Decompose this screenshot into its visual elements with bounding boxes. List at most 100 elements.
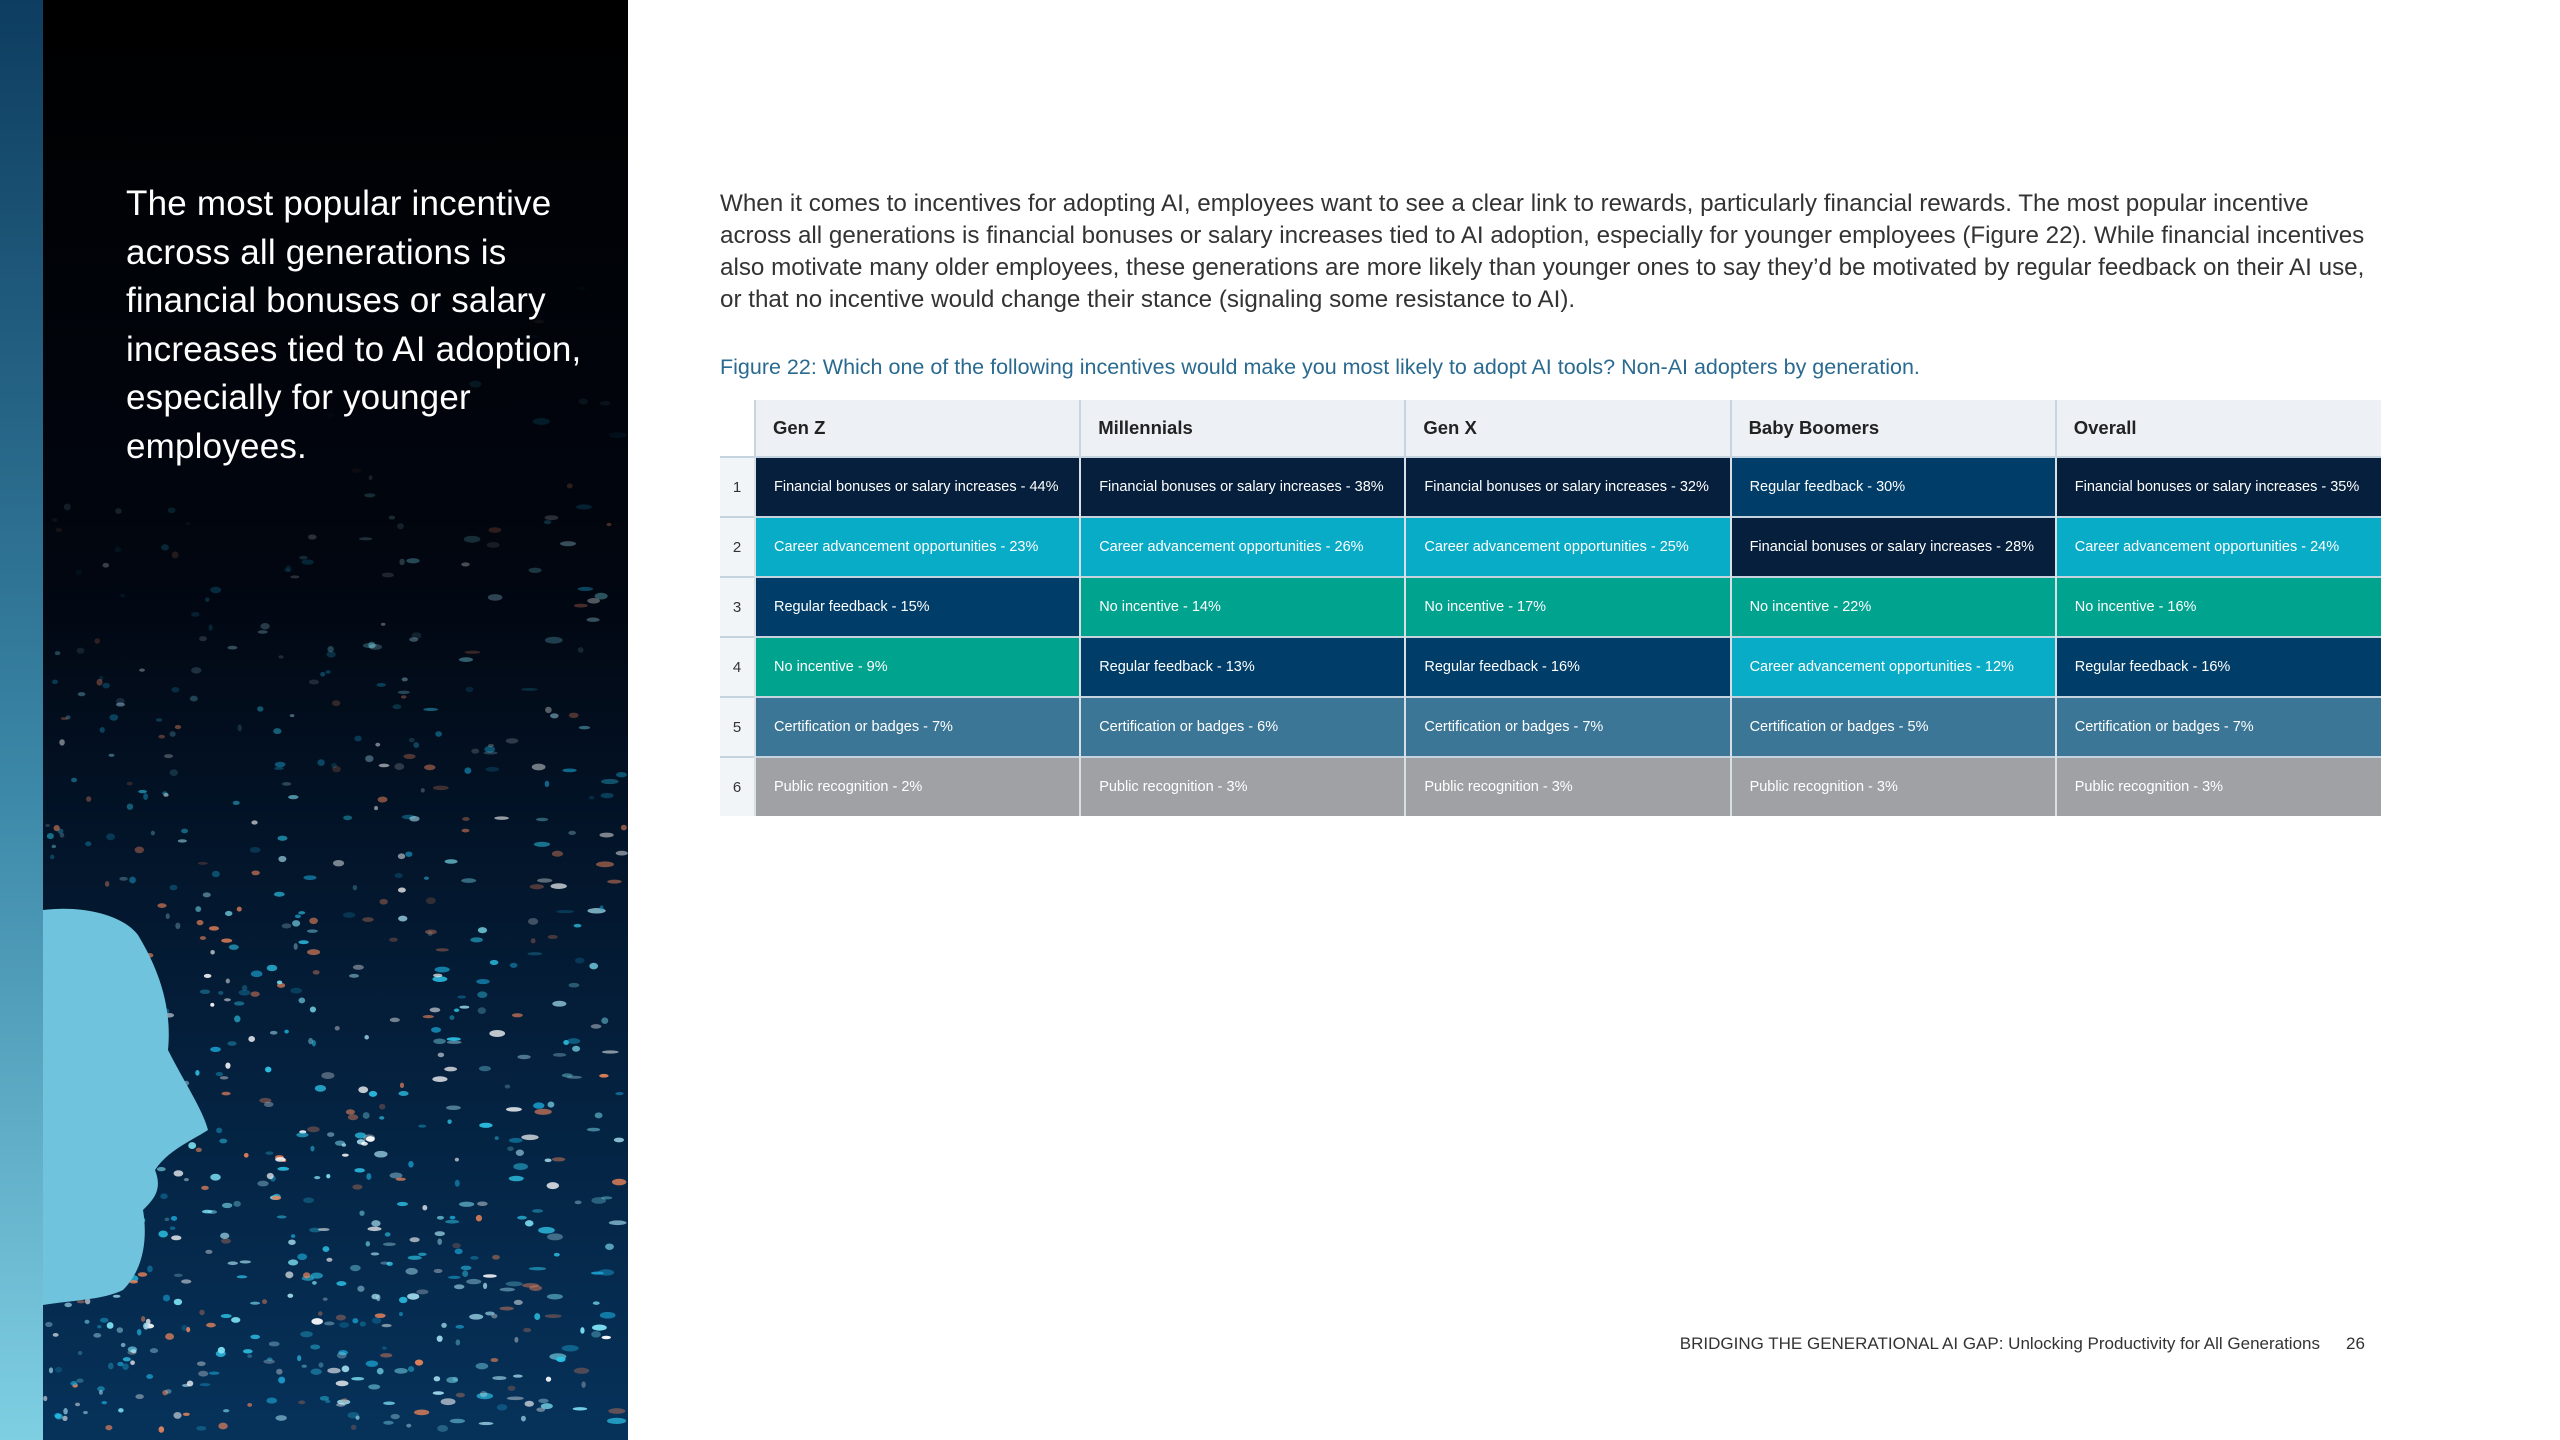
light-dot [225,910,233,917]
light-dot [311,1039,316,1047]
light-dot [173,1170,184,1177]
light-dot [616,771,627,778]
table-row: 2 Career advancement opportunities - 23% C… [720,516,2381,577]
light-dot [601,1335,612,1340]
light-dot [567,1038,581,1044]
light-dot [454,1157,459,1162]
light-dot [489,959,499,966]
light-dot [71,777,78,783]
light-dot [203,973,212,978]
table-row: 4 No incentive - 9% Regular feedback - 13%… [720,636,2381,697]
light-dot [527,952,543,956]
light-dot [284,568,291,572]
column-header: Overall [2054,400,2381,457]
light-dot [165,1389,172,1394]
light-dot [231,1316,241,1323]
light-dot [504,1084,511,1089]
light-dot [580,1327,585,1334]
light-dot [465,686,474,693]
light-dot [199,636,207,642]
rank-cell: 5 [720,696,755,757]
light-dot [453,1008,460,1012]
light-dot [177,839,187,843]
light-dot [336,1402,346,1407]
light-dot [589,962,599,970]
light-dot [327,646,334,653]
light-dot [594,1112,603,1119]
light-dot [462,1270,469,1277]
light-dot [437,1052,445,1058]
light-dot [362,917,374,922]
light-dot [446,1376,459,1384]
rank-cell: 3 [720,576,755,637]
light-dot [129,876,136,884]
light-dot [94,638,101,644]
light-dot [45,823,50,828]
light-dot [195,1069,200,1076]
light-dot [574,1200,582,1205]
pull-quote: The most popular incentive across all ge… [126,184,582,466]
light-dot [120,1342,126,1348]
light-dot [546,1182,560,1190]
table-row: 6 Public recognition - 2% Public recogniti… [720,756,2381,816]
light-dot [492,1254,500,1260]
light-dot [432,1076,448,1083]
light-dot [188,1142,197,1150]
light-dot [597,1269,615,1276]
light-dot [106,1322,114,1329]
light-dot [374,1150,388,1158]
light-dot [65,715,71,720]
light-dot [171,1235,182,1241]
light-dot [492,1376,507,1381]
light-dot [458,1201,475,1207]
light-dot [198,1370,209,1377]
light-dot [437,1238,443,1245]
light-dot [483,751,498,755]
light-dot [341,1143,347,1147]
light-dot [216,1127,223,1134]
light-dot [150,830,156,836]
light-dot [221,1202,233,1209]
light-dot [269,1030,278,1035]
light-dot [162,1294,171,1302]
light-dot [236,906,242,912]
light-dot [477,927,488,934]
light-dot [544,515,559,521]
light-dot [267,1357,273,1362]
light-dot [355,1415,360,1420]
light-dot [505,1281,523,1287]
light-dot [513,1163,528,1171]
light-dot [389,1172,403,1179]
light-dot [334,1025,340,1031]
light-dot [199,1383,211,1387]
light-dot [227,645,238,650]
light-dot [390,1413,400,1420]
light-dot [278,655,284,659]
light-dot [284,1029,289,1034]
light-dot [309,1006,317,1013]
rank-cell: 1 [720,456,755,517]
table-row: 5 Certification or badges - 7% Certificati… [720,696,2381,757]
light-dot [173,1273,183,1278]
light-dot [322,1246,330,1253]
light-dot [453,1284,465,1290]
light-dot [511,1013,523,1018]
light-dot [277,835,288,841]
decorative-strip [0,0,43,1440]
light-dot [547,1101,555,1108]
light-dot [173,1411,182,1419]
light-dot [257,706,264,712]
light-dot [475,1214,483,1222]
light-dot [485,1311,495,1316]
light-dot [335,1380,349,1387]
light-dot [399,558,405,566]
light-dot [63,503,71,511]
light-dot [155,718,163,722]
light-dot [591,1331,602,1338]
light-dot [591,1197,607,1204]
light-dot [266,964,278,972]
light-dot [298,1400,306,1405]
light-dot [300,1331,313,1338]
light-dot [76,1378,84,1383]
light-dot [436,1215,444,1220]
